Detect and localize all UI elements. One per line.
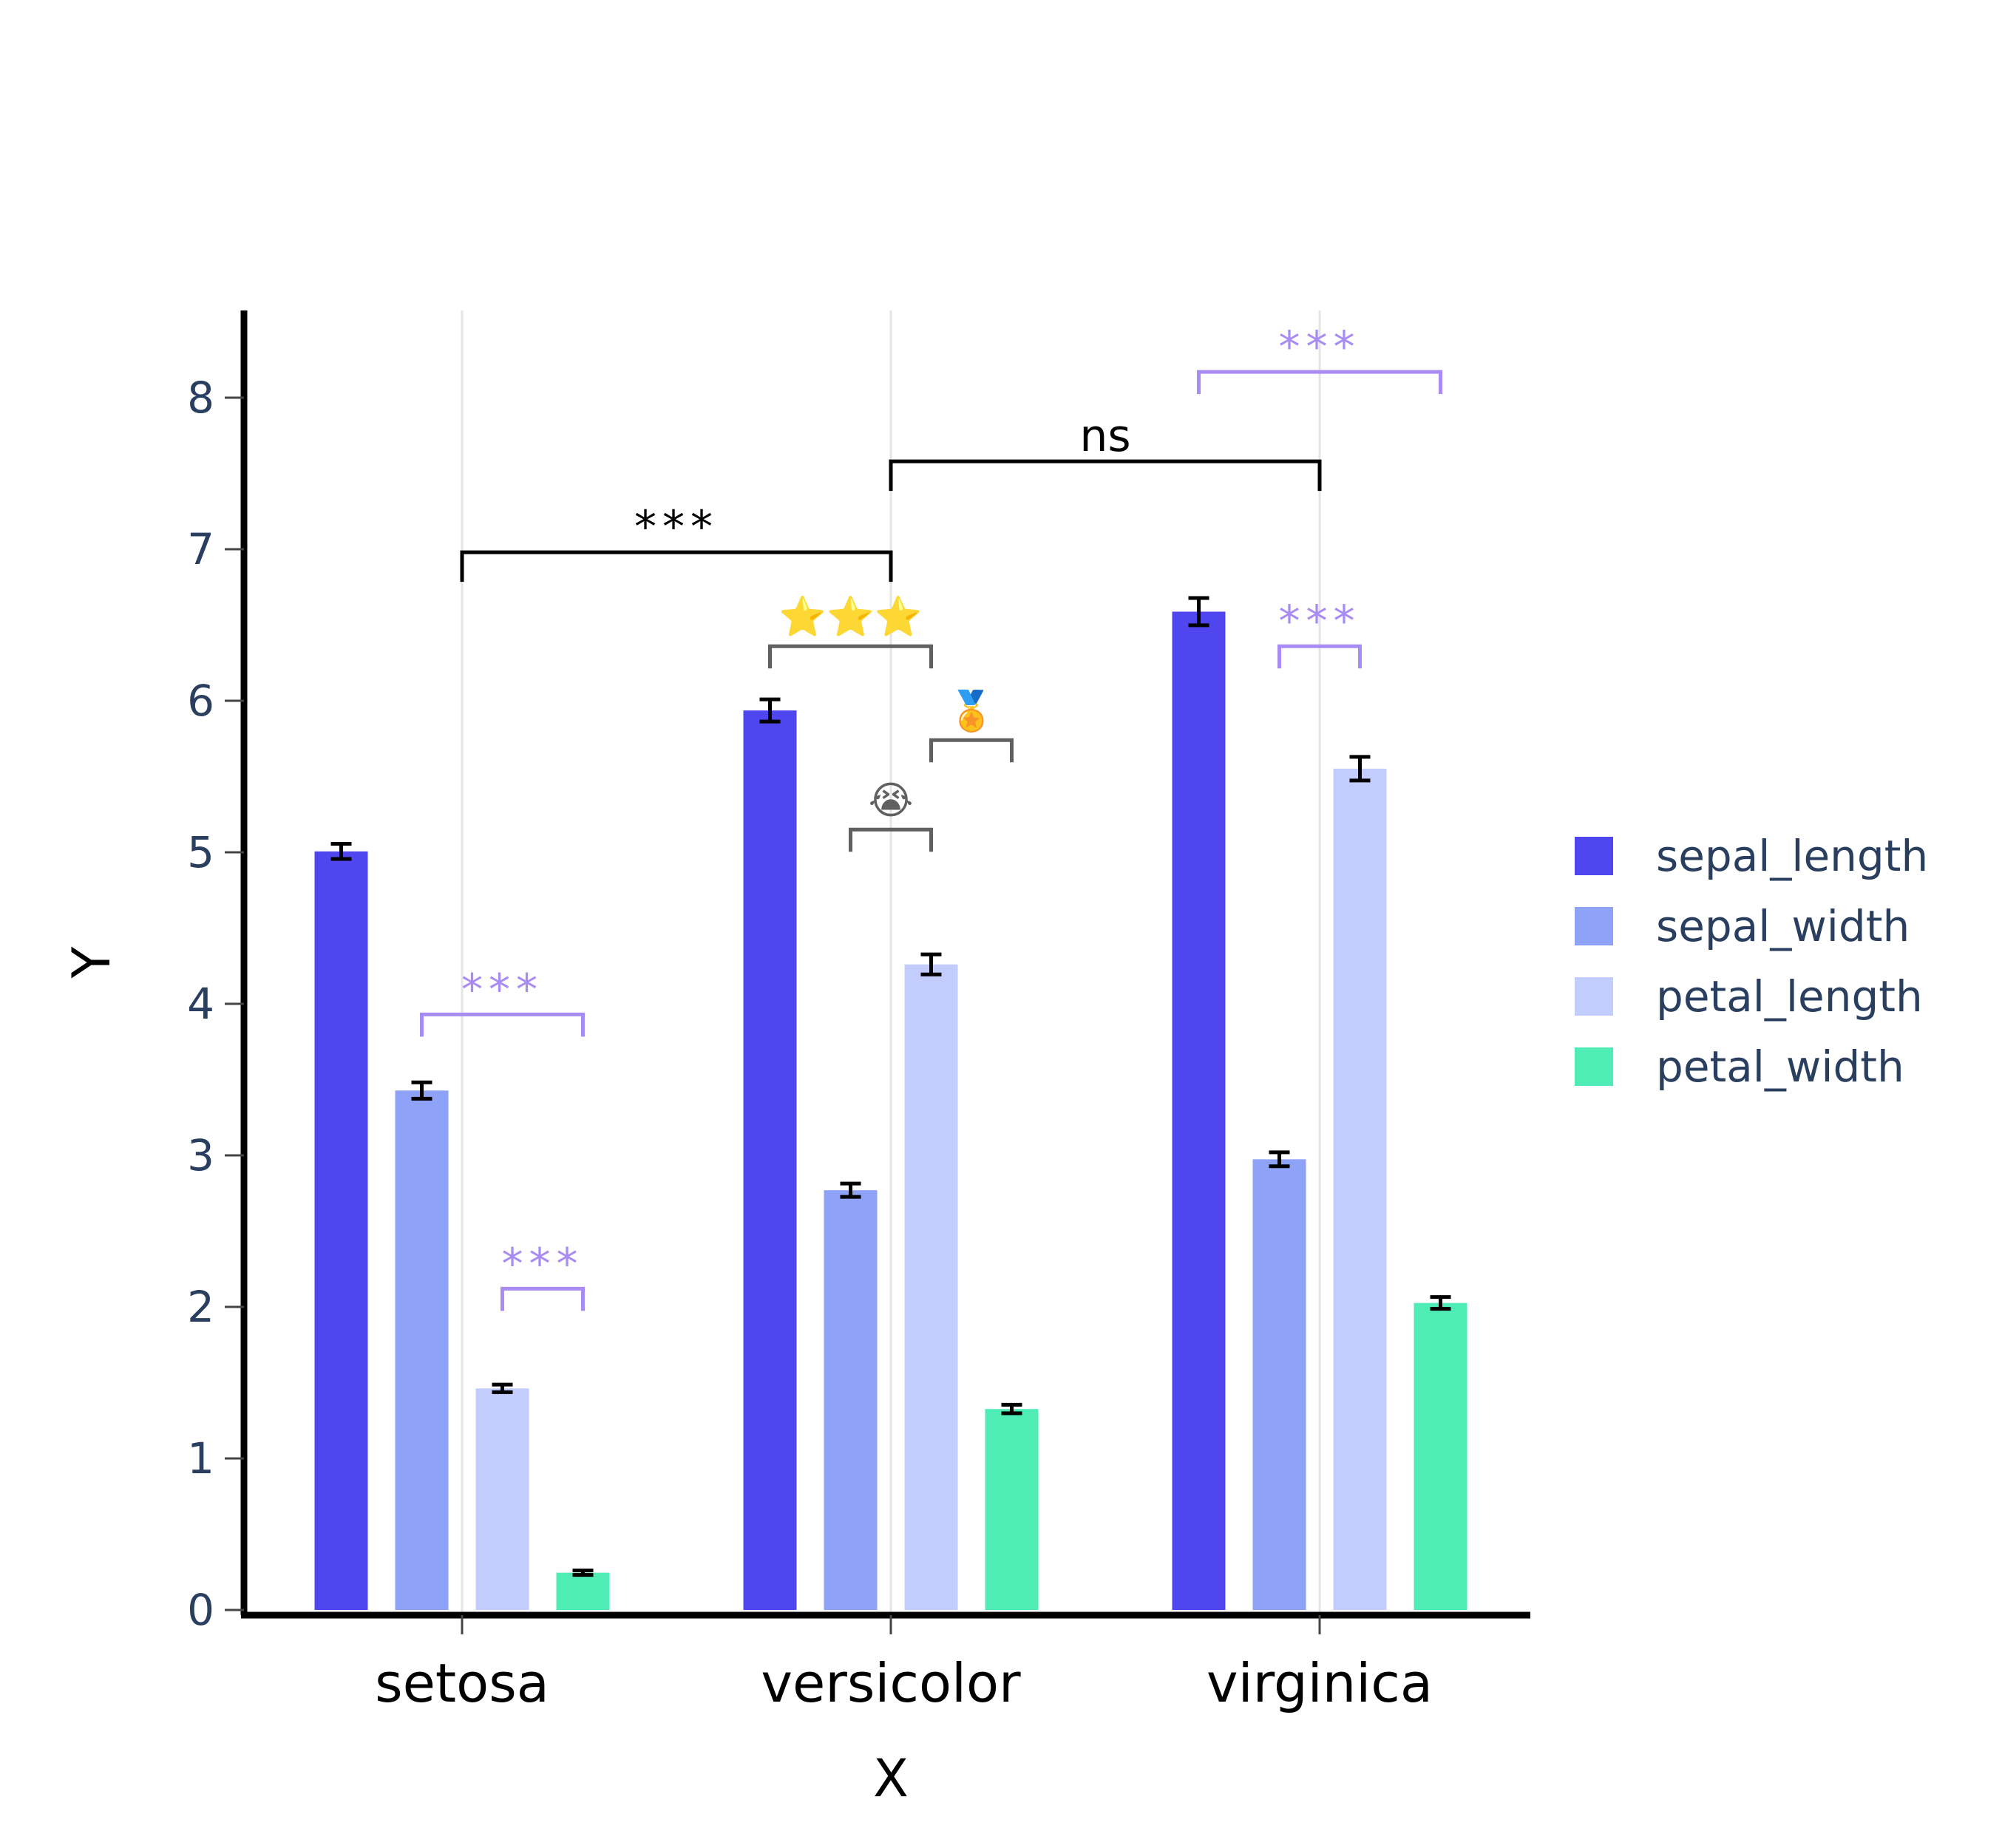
significance-label-9: *** <box>1279 596 1361 646</box>
significance-bracket-7 <box>849 827 933 852</box>
y-tick-label-5: 5 <box>187 827 214 877</box>
y-axis-title: Y <box>61 946 122 979</box>
error-bars-layer <box>330 596 1451 1577</box>
significance-label-5: ⭐⭐⭐ <box>778 594 922 639</box>
significance-bracket-9 <box>1277 644 1362 669</box>
error-bar-versicolor-petal_length <box>920 952 942 976</box>
bar-versicolor-petal_width <box>985 1409 1039 1610</box>
y-tick-label-8: 8 <box>187 373 214 423</box>
error-bar-versicolor-sepal_length <box>759 697 781 724</box>
bars-layer <box>314 611 1467 1611</box>
significance-label-4: *** <box>502 1238 584 1288</box>
y-tick-label-6: 6 <box>187 676 214 726</box>
significance-bracket-6 <box>929 738 1014 763</box>
grid-layer <box>461 310 1321 1615</box>
error-bar-setosa-petal_length <box>492 1382 513 1394</box>
bar-versicolor-sepal_length <box>743 710 797 1610</box>
bar-setosa-petal_length <box>475 1388 529 1610</box>
significance-label-8: *** <box>1279 322 1361 372</box>
error-bar-versicolor-sepal_width <box>840 1181 861 1199</box>
error-bar-virginica-petal_width <box>1430 1295 1451 1311</box>
axes-layer <box>240 310 1530 1619</box>
significance-label-2: ns <box>1079 410 1130 462</box>
x-tick-label-versicolor: versicolor <box>761 1652 1021 1714</box>
x-tick-label-virginica: virginica <box>1207 1652 1433 1714</box>
bar-virginica-sepal_length <box>1172 611 1226 1611</box>
bar-versicolor-petal_length <box>904 964 958 1610</box>
legend-label-petal_width: petal_width <box>1656 1042 1904 1092</box>
significance-label-3: *** <box>461 964 543 1014</box>
legend-swatch-sepal_width <box>1575 907 1613 945</box>
significance-bracket-8 <box>1197 370 1442 395</box>
y-tick-label-7: 7 <box>187 524 214 574</box>
bar-versicolor-sepal_width <box>824 1190 878 1610</box>
tick-labels-layer: 0 1 2 3 4 5 6 7 8 setosa versicolor virginica <box>187 373 1433 1714</box>
significance-label-7: 😭 <box>869 778 914 823</box>
legend: sepal_length sepal_width petal_lengthpetal… <box>1575 831 1928 1092</box>
bar-virginica-petal_width <box>1414 1302 1467 1610</box>
bar-setosa-petal_width <box>556 1572 610 1610</box>
x-tick-label-setosa: setosa <box>375 1652 549 1714</box>
error-bar-setosa-sepal_length <box>330 842 352 861</box>
significance-bracket-5 <box>768 644 933 669</box>
bar-virginica-sepal_width <box>1252 1159 1306 1610</box>
y-tick-label-0: 0 <box>187 1585 214 1635</box>
y-tick-label-3: 3 <box>187 1130 214 1181</box>
legend-label-sepal_width: sepal_width <box>1656 901 1910 951</box>
legend-swatch-petal_length <box>1575 977 1613 1016</box>
significance-bracket-4 <box>500 1286 585 1311</box>
annotations-layer: *** ns *** *** ⭐⭐⭐ 🏅 😭 *** *** <box>420 322 1442 1311</box>
y-tick-label-2: 2 <box>187 1282 214 1332</box>
x-axis-title: X <box>873 1748 909 1809</box>
y-tick-label-1: 1 <box>187 1433 214 1484</box>
significance-bracket-3 <box>420 1012 585 1037</box>
error-bar-virginica-sepal_width <box>1269 1150 1290 1169</box>
error-bar-setosa-sepal_width <box>411 1080 432 1101</box>
error-bar-virginica-sepal_length <box>1188 596 1209 628</box>
error-bar-versicolor-petal_width <box>1001 1402 1022 1416</box>
error-bar-virginica-petal_length <box>1349 755 1371 783</box>
significance-label-6: 🏅 <box>948 688 996 733</box>
error-bar-setosa-petal_width <box>572 1569 594 1577</box>
legend-swatch-petal_width <box>1575 1047 1613 1086</box>
y-tick-label-4: 4 <box>187 979 214 1029</box>
legend-label-sepal_length: sepal_length <box>1656 831 1928 881</box>
significance-bracket-1 <box>460 550 893 582</box>
bar-setosa-sepal_width <box>395 1090 449 1610</box>
bar-setosa-sepal_length <box>314 851 368 1610</box>
significance-label-1: *** <box>634 501 719 553</box>
legend-swatch-sepal_length <box>1575 837 1613 875</box>
bar-virginica-petal_length <box>1333 768 1387 1610</box>
significance-bracket-2 <box>889 459 1322 492</box>
legend-label-petal_length: petal_length <box>1656 971 1923 1022</box>
